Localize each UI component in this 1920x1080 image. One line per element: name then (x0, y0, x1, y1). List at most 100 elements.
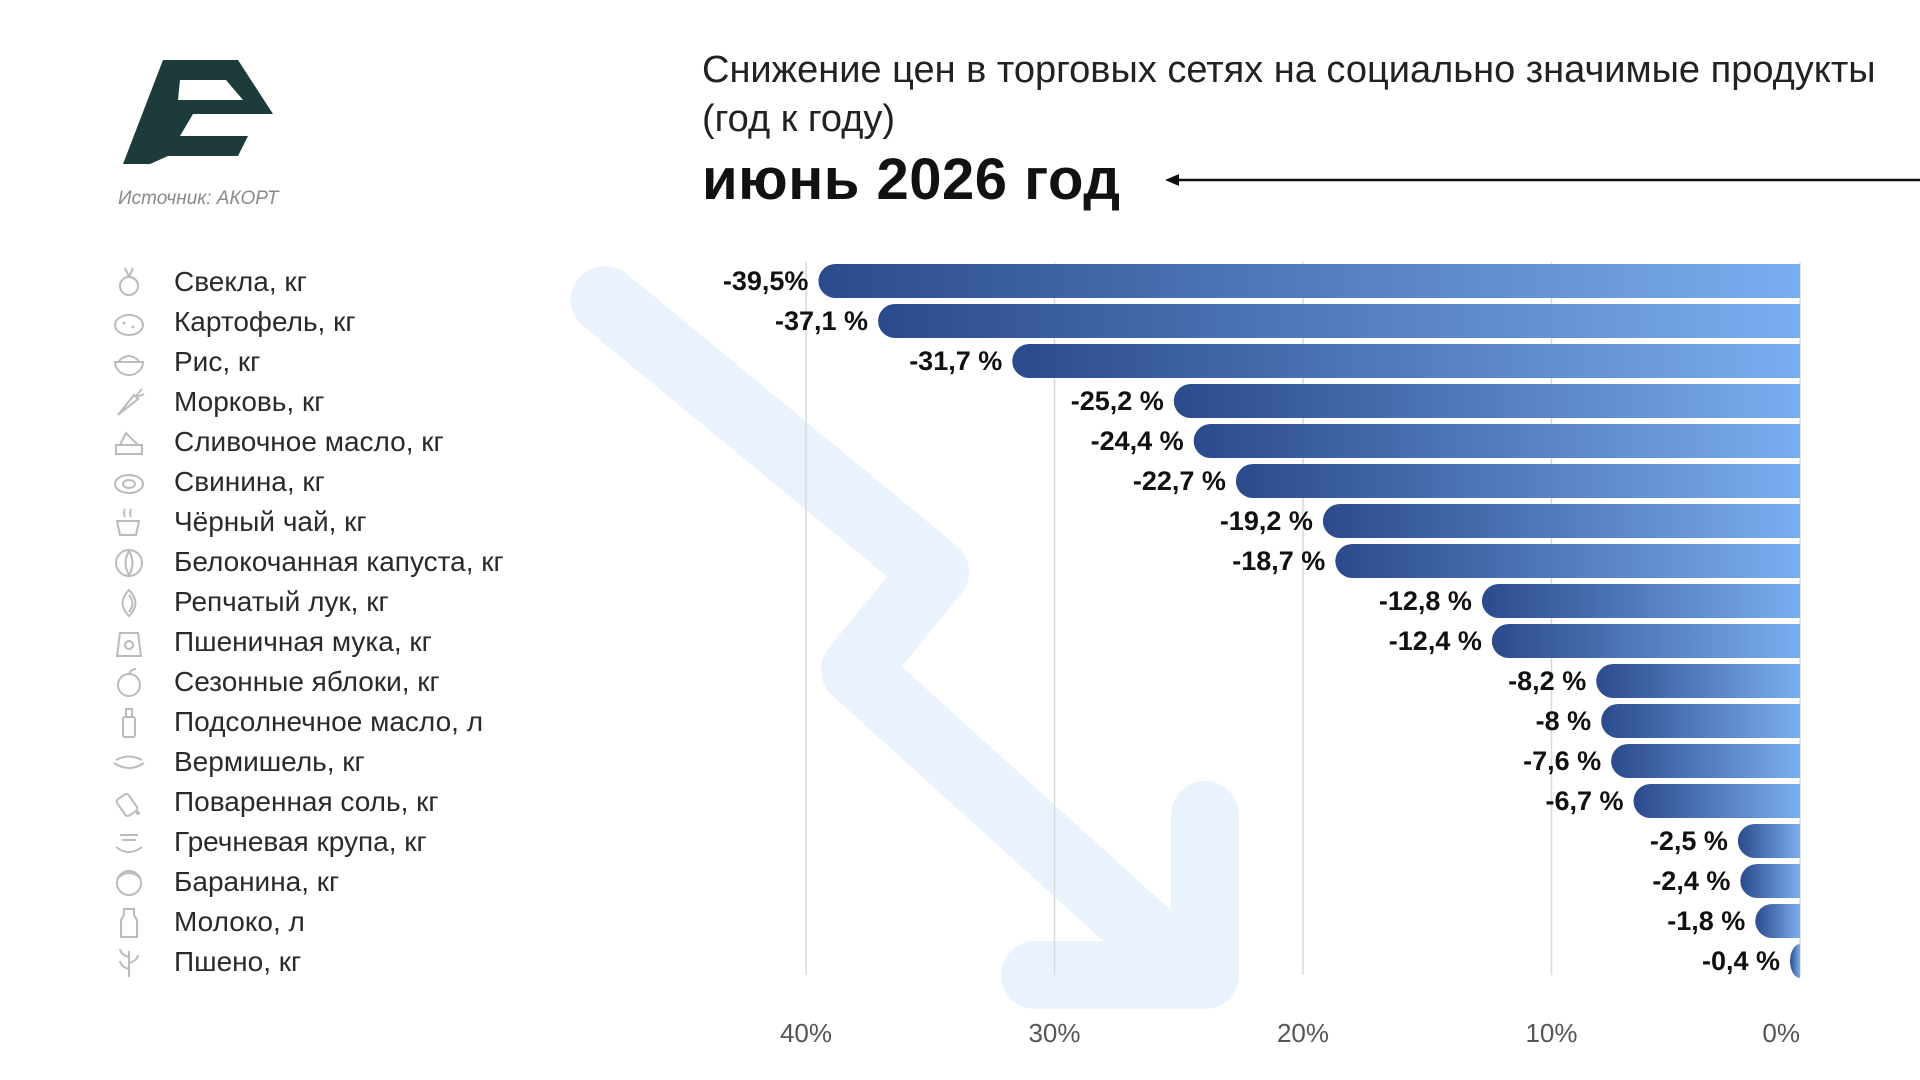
bar (1012, 344, 1800, 378)
flour-bag-icon (115, 632, 143, 657)
category-label: Картофель, кг (174, 306, 356, 337)
category-row: Рис, кг (112, 342, 260, 382)
bar-value-label: -18,7 % (1232, 546, 1325, 576)
lamb-icon (116, 870, 142, 896)
bar (1755, 904, 1800, 938)
bar (1596, 664, 1800, 698)
bar (1737, 824, 1800, 858)
category-row: Молоко, л (112, 902, 305, 942)
rice-bowl-icon (113, 355, 145, 376)
category-label: Подсолнечное масло, л (174, 706, 484, 737)
potato-icon (114, 314, 144, 336)
category-label: Баранина, кг (174, 866, 340, 897)
bar (1611, 744, 1800, 778)
bar-value-label: -7,6 % (1523, 746, 1601, 776)
bar-value-label: -6,7 % (1545, 786, 1623, 816)
bar-value-label: -12,4 % (1389, 626, 1482, 656)
x-tick-label: 0% (1762, 1018, 1800, 1048)
category-row: Баранина, кг (112, 862, 339, 902)
company-logo (123, 60, 273, 164)
category-label: Сезонные яблоки, кг (174, 666, 440, 697)
oil-bottle-icon (122, 708, 136, 738)
category-row: Свинина, кг (112, 462, 325, 502)
butter-icon (115, 431, 143, 455)
category-row: Вермишель, кг (112, 742, 365, 782)
bar-value-label: -0,4 % (1702, 946, 1780, 976)
milk-bottle-icon (120, 908, 138, 938)
bar-value-label: -31,7 % (909, 346, 1002, 376)
category-label: Репчатый лук, кг (174, 586, 389, 617)
category-row: Пшено, кг (112, 942, 301, 982)
bar (1790, 944, 1800, 978)
bar (1481, 584, 1800, 618)
bar-value-label: -22,7 % (1133, 466, 1226, 496)
x-tick-label: 20% (1277, 1018, 1329, 1048)
bar-value-label: -1,8 % (1667, 906, 1745, 936)
bar (1601, 704, 1800, 738)
category-label: Поваренная соль, кг (174, 786, 439, 817)
bar (818, 264, 1800, 298)
bar (1193, 424, 1800, 458)
category-row: Репчатый лук, кг (112, 582, 389, 622)
x-tick-label: 10% (1525, 1018, 1577, 1048)
x-axis-ticks: 40% 30% 20% 10% 0% (780, 1018, 1800, 1048)
category-label: Пшено, кг (174, 946, 302, 977)
beet-icon (119, 267, 139, 296)
bar (1235, 464, 1800, 498)
bar-value-label: -2,5 % (1650, 826, 1728, 856)
category-row: Подсолнечное масло, л (112, 702, 483, 742)
bar (1173, 384, 1800, 418)
bar (1740, 864, 1800, 898)
bar-value-label: -39,5% (723, 266, 809, 296)
category-row: Чёрный чай, кг (112, 502, 367, 542)
chart-title: Снижение цен в торговых сетях на социаль… (702, 49, 1876, 140)
bar-value-label: -25,2 % (1071, 386, 1164, 416)
category-row: Сезонные яблоки, кг (112, 662, 440, 702)
cabbage-icon (115, 549, 143, 577)
category-row: Белокочанная капуста, кг (112, 542, 504, 582)
apple-icon (117, 668, 141, 697)
category-row: Сливочное масло, кг (112, 422, 444, 462)
bar-value-label: -24,4 % (1091, 426, 1184, 456)
bar-value-label: -12,8 % (1379, 586, 1472, 616)
bar (1633, 784, 1800, 818)
category-label: Пшеничная мука, кг (174, 626, 432, 657)
bar-value-label: -37,1 % (775, 306, 868, 336)
bar-value-label: -2,4 % (1652, 866, 1730, 896)
category-label: Молоко, л (174, 906, 305, 937)
bar-value-label: -8 % (1536, 706, 1592, 736)
category-label: Сливочное масло, кг (174, 426, 444, 457)
category-label: Гречневая крупа, кг (174, 826, 427, 857)
bar-value-label: -8,2 % (1508, 666, 1586, 696)
pointer-arrow-line (1165, 174, 1920, 186)
bar (1491, 624, 1800, 658)
bar-value-label: -19,2 % (1220, 506, 1313, 536)
onion-icon (121, 588, 137, 618)
category-row: Свекла, кг (112, 262, 307, 302)
category-label: Морковь, кг (174, 386, 325, 417)
x-tick-label: 30% (1028, 1018, 1080, 1048)
bar (878, 304, 1800, 338)
category-row: Картофель, кг (112, 302, 356, 342)
pork-icon (114, 474, 144, 494)
bar-labels: -39,5% -37,1 % -31,7 % -25,2 % -24,4 % -22,7 … (723, 266, 1780, 976)
category-row: Морковь, кг (112, 382, 324, 422)
category-row: Пшеничная мука, кг (112, 622, 432, 662)
bars (818, 264, 1800, 978)
carrot-icon (117, 388, 145, 416)
category-label: Белокочанная капуста, кг (174, 546, 504, 577)
source-note: Источник: АКОРТ (118, 188, 279, 209)
category-row: Гречневая крупа, кг (112, 822, 427, 862)
chart-subtitle: июнь 2026 год (702, 147, 1121, 212)
tea-cup-icon (115, 508, 141, 536)
x-tick-label: 40% (780, 1018, 832, 1048)
category-label: Свекла, кг (174, 266, 307, 297)
salt-icon (115, 792, 140, 818)
bar (1322, 504, 1800, 538)
millet-icon (119, 948, 139, 977)
category-label: Вермишель, кг (174, 746, 365, 777)
category-label: Чёрный чай, кг (174, 506, 367, 537)
bar (1335, 544, 1800, 578)
buckwheat-icon (115, 834, 143, 853)
